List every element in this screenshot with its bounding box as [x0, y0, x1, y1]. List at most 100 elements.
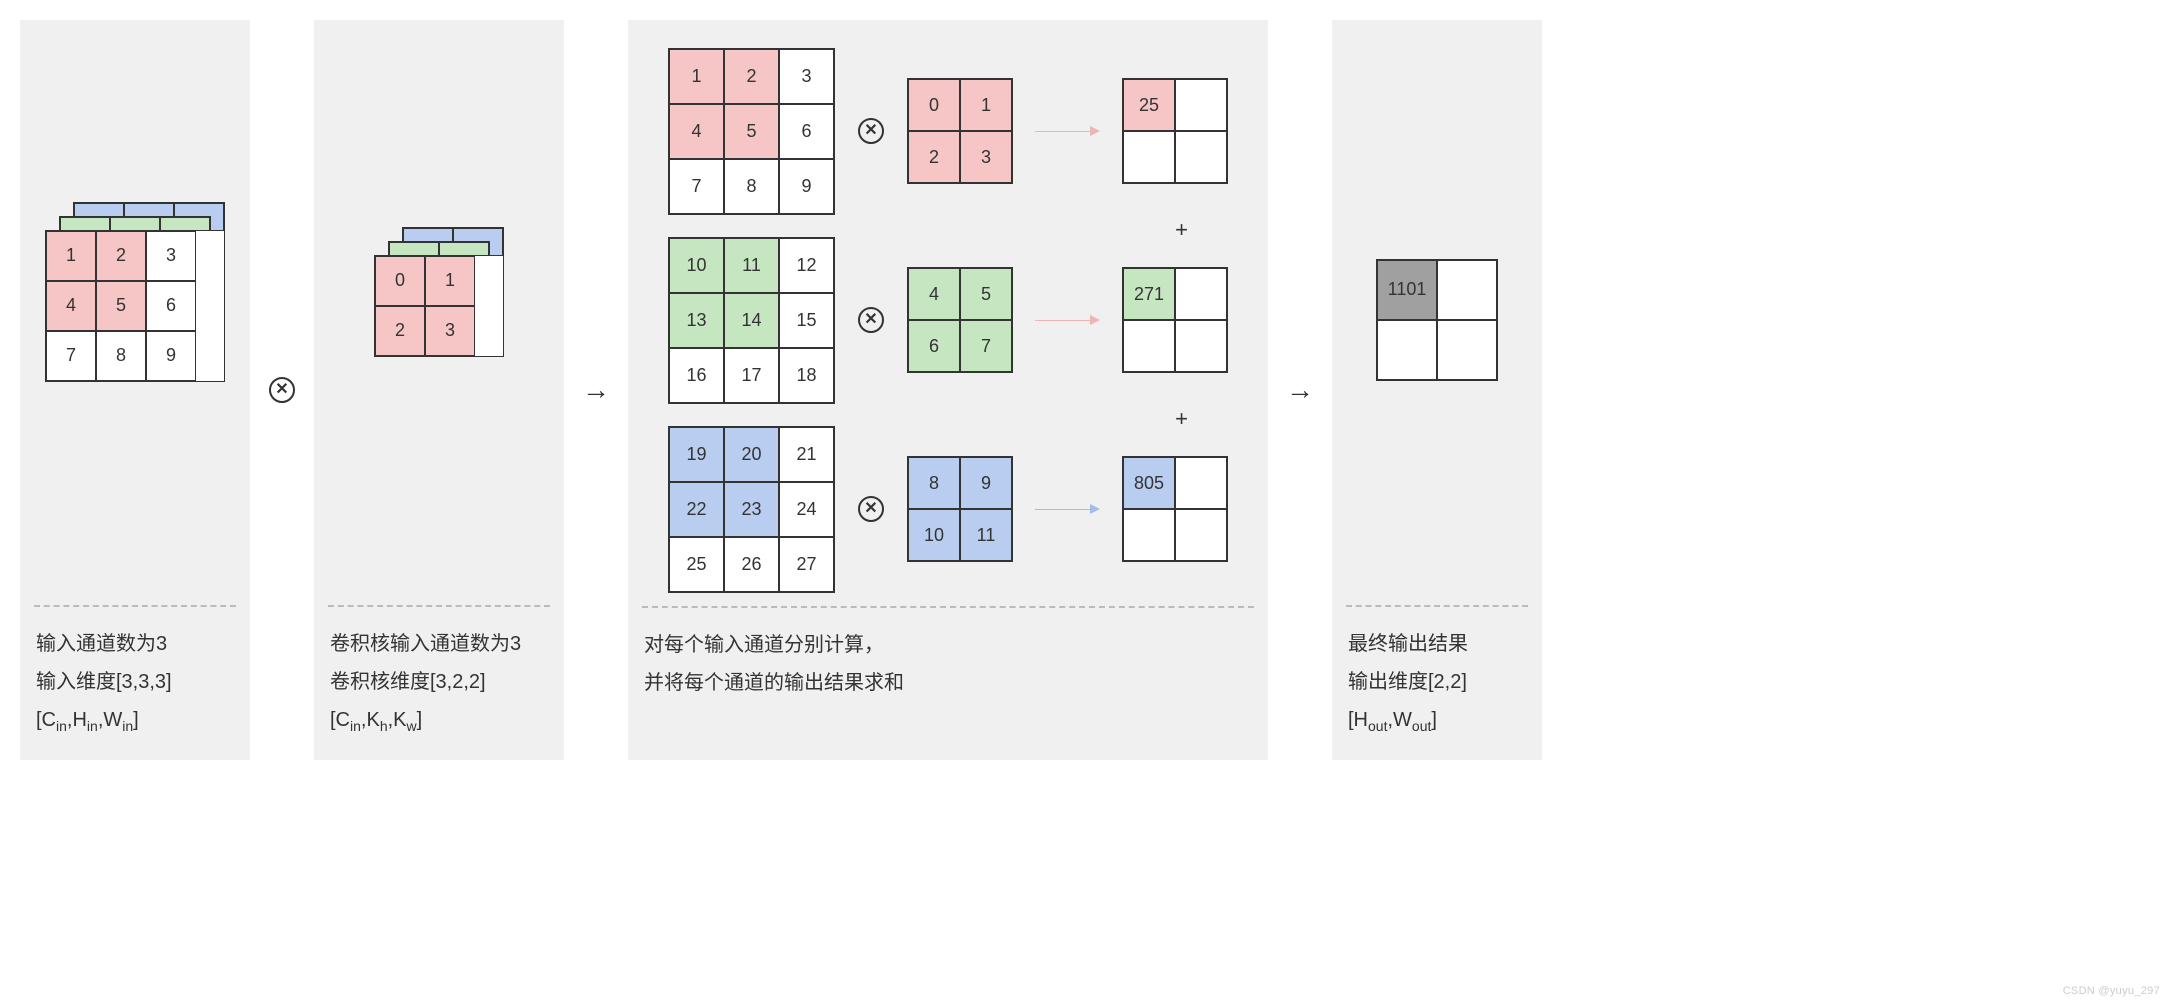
per-channel-row: 101112131415161718✕4567271+	[668, 237, 1228, 404]
grid-cell: 1	[669, 49, 724, 104]
grid-cell: 1	[960, 79, 1012, 131]
grid-cell: 15	[779, 293, 834, 348]
conv-op-icon: ✕	[857, 496, 885, 522]
panel-input-caption: 输入通道数为3 输入维度[3,3,3] [Cin,Hin,Win]	[34, 605, 236, 760]
caption-line: [Cin,Kh,Kw]	[330, 701, 548, 740]
grid-cell	[1123, 131, 1175, 183]
grid-cell: 14	[724, 293, 779, 348]
caption-line: 卷积核维度[3,2,2]	[330, 663, 548, 701]
input-stack: 123456789	[45, 230, 225, 410]
grid-cell	[1377, 320, 1437, 380]
grid-cell: 8	[908, 457, 960, 509]
grid-cell: 10	[908, 509, 960, 561]
output-grid: 1101	[1376, 259, 1498, 381]
grid-cell: 2	[908, 131, 960, 183]
arrow-icon	[1035, 504, 1100, 514]
caption-line: 并将每个通道的输出结果求和	[644, 664, 1252, 702]
channel-output-grid: 805	[1122, 456, 1228, 562]
conv-op-icon: ✕	[857, 307, 885, 333]
caption-line: 输出维度[2,2]	[1348, 663, 1526, 701]
panel-per-channel-caption: 对每个输入通道分别计算， 并将每个通道的输出结果求和	[642, 606, 1254, 760]
grid-cell: 2	[375, 306, 425, 356]
grid-cell: 25	[1123, 79, 1175, 131]
grid-cell: 5	[960, 268, 1012, 320]
channel-input-grid: 101112131415161718	[668, 237, 835, 404]
grid-cell	[1175, 457, 1227, 509]
grid-cell: 16	[669, 348, 724, 403]
conv-op-icon: ✕	[857, 118, 885, 144]
grid-cell: 11	[724, 238, 779, 293]
channel-input-grid: 192021 222324 252627	[668, 426, 835, 593]
caption-line: [Cin,Hin,Win]	[36, 701, 234, 740]
arrow-icon: →	[1286, 374, 1314, 406]
grid-cell: 9	[779, 159, 834, 214]
grid-cell: 6	[146, 281, 196, 331]
grid-cell	[1123, 509, 1175, 561]
caption-line: [Hout,Wout]	[1348, 701, 1526, 740]
grid-cell: 25	[669, 537, 724, 592]
grid-cell: 3	[779, 49, 834, 104]
grid-cell: 19	[669, 427, 724, 482]
grid-cell: 6	[908, 320, 960, 372]
grid-cell: 1	[425, 256, 475, 306]
arrow-icon	[1035, 315, 1100, 325]
grid-cell: 4	[669, 104, 724, 159]
grid-cell: 27	[779, 537, 834, 592]
channel-kernel-grid: 4567	[907, 267, 1013, 373]
grid-cell: 271	[1123, 268, 1175, 320]
arrow-icon	[1035, 126, 1100, 136]
watermark: CSDN @yuyu_297	[2063, 985, 2160, 997]
grid-cell: 9	[960, 457, 1012, 509]
grid-cell	[1175, 509, 1227, 561]
panel-output: 1101 最终输出结果 输出维度[2,2] [Hout,Wout]	[1332, 20, 1542, 760]
arrow-icon: →	[582, 374, 610, 406]
grid-cell: 8	[96, 331, 146, 381]
grid-cell: 4	[46, 281, 96, 331]
grid-cell: 5	[96, 281, 146, 331]
convolution-diagram: 123456789 输入通道数为3 输入维度[3,3,3] [Cin,Hin,W…	[20, 20, 2148, 760]
grid-cell: 7	[960, 320, 1012, 372]
caption-line: 输入维度[3,3,3]	[36, 663, 234, 701]
grid-cell: 10	[669, 238, 724, 293]
grid-cell: 18	[779, 348, 834, 403]
per-channel-row: 123456789✕012325+	[668, 48, 1228, 215]
panel-kernel: 0123 卷积核输入通道数为3 卷积核维度[3,2,2] [Cin,Kh,Kw]	[314, 20, 564, 760]
caption-line: 对每个输入通道分别计算，	[644, 626, 1252, 664]
grid-cell: 2	[724, 49, 779, 104]
grid-cell: 23	[724, 482, 779, 537]
grid-cell: 1	[46, 231, 96, 281]
grid-cell: 20	[724, 427, 779, 482]
channel-kernel-grid: 891011	[907, 456, 1013, 562]
grid-cell: 12	[779, 238, 834, 293]
panel-per-channel: 123456789✕012325+101112131415161718✕4567…	[628, 20, 1268, 760]
grid-cell	[1175, 131, 1227, 183]
grid-cell: 6	[779, 104, 834, 159]
panel-input: 123456789 输入通道数为3 输入维度[3,3,3] [Cin,Hin,W…	[20, 20, 250, 760]
grid-cell	[1175, 79, 1227, 131]
caption-line	[644, 702, 1252, 740]
grid-cell	[1175, 268, 1227, 320]
grid-cell: 22	[669, 482, 724, 537]
grid-cell: 11	[960, 509, 1012, 561]
channel-output-grid: 271	[1122, 267, 1228, 373]
grid-cell: 2	[96, 231, 146, 281]
grid-cell: 9	[146, 331, 196, 381]
grid-cell: 24	[779, 482, 834, 537]
grid-cell: 7	[669, 159, 724, 214]
grid-cell: 17	[724, 348, 779, 403]
grid-cell	[1437, 320, 1497, 380]
channel-kernel-grid: 0123	[907, 78, 1013, 184]
grid-cell	[1123, 320, 1175, 372]
input-channel-1: 123456789	[45, 230, 225, 382]
grid-cell: 1101	[1377, 260, 1437, 320]
grid-cell: 8	[724, 159, 779, 214]
grid-cell: 3	[146, 231, 196, 281]
panel-kernel-caption: 卷积核输入通道数为3 卷积核维度[3,2,2] [Cin,Kh,Kw]	[328, 605, 550, 760]
grid-cell: 21	[779, 427, 834, 482]
grid-cell: 3	[425, 306, 475, 356]
channel-output-grid: 25	[1122, 78, 1228, 184]
kernel-channel-1: 0123	[374, 255, 504, 357]
channel-input-grid: 123456789	[668, 48, 835, 215]
grid-cell: 5	[724, 104, 779, 159]
grid-cell: 26	[724, 537, 779, 592]
